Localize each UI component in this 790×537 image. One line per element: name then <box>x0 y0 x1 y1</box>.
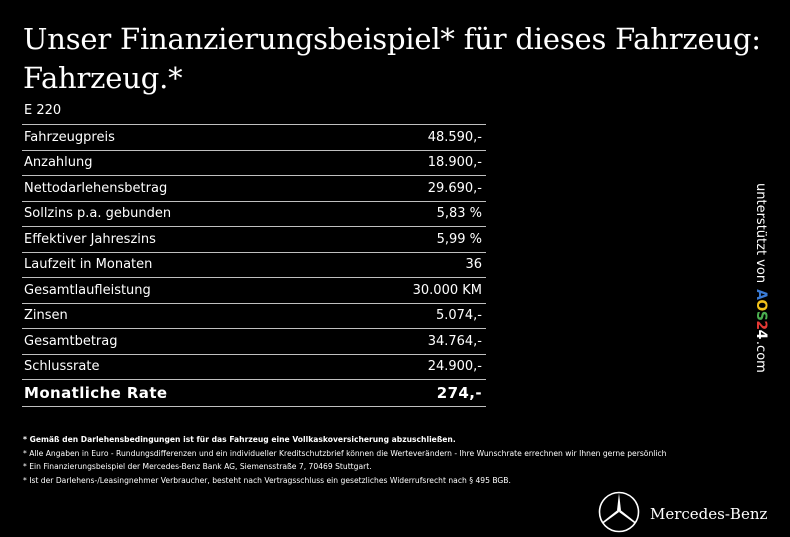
row-label: Fahrzeugpreis <box>24 129 115 145</box>
monthly-rate-value: 274,- <box>436 384 482 402</box>
row-label: Laufzeit in Monaten <box>24 257 153 273</box>
footnote: * Ist der Darlehens-/Leasingnehmer Verbr… <box>23 475 511 485</box>
table-row: Zinsen 5.074,- <box>22 304 486 329</box>
row-value: 48.590,- <box>427 129 482 145</box>
row-value: 5,99 % <box>436 231 482 247</box>
model-name: E 220 <box>24 103 62 118</box>
monthly-rate-row: Monatliche Rate 274,- <box>22 380 486 407</box>
table-row: Gesamtlaufleistung 30.000 KM <box>22 278 486 304</box>
row-label: Anzahlung <box>24 155 93 171</box>
table-row: Effektiver Jahreszins 5,99 % <box>22 227 486 253</box>
mercedes-star-icon <box>598 491 640 537</box>
brand-name: Mercedes-Benz <box>650 505 768 523</box>
row-label: Zinsen <box>24 308 68 324</box>
row-value: 5,83 % <box>436 206 482 222</box>
row-label: Gesamtlaufleistung <box>24 282 151 298</box>
table-row: Sollzins p.a. gebunden 5,83 % <box>22 202 486 227</box>
table-row: Laufzeit in Monaten 36 <box>22 253 486 278</box>
sponsor-prefix: unterstützt von <box>753 183 769 284</box>
sponsor-badge: unterstützt von AOS24 .com <box>750 183 772 398</box>
monthly-rate-label: Monatliche Rate <box>24 384 168 402</box>
row-label: Nettodarlehensbetrag <box>24 180 168 196</box>
footnote: * Gemäß den Darlehensbedingungen ist für… <box>23 435 456 444</box>
row-value: 18.900,- <box>427 155 482 171</box>
page-title: Unser Finanzierungsbeispiel* für dieses … <box>23 22 761 95</box>
table-row: Gesamtbetrag 34.764,- <box>22 329 486 355</box>
row-value: 5.074,- <box>435 308 482 324</box>
row-value: 30.000 KM <box>412 282 482 298</box>
table-row: Schlussrate 24.900,- <box>22 355 486 380</box>
row-label: Gesamtbetrag <box>24 333 118 349</box>
financing-table: Fahrzeugpreis 48.590,- Anzahlung 18.900,- … <box>22 124 486 407</box>
table-row: Nettodarlehensbetrag 29.690,- <box>22 176 486 202</box>
aos24-logo: AOS24 <box>753 289 769 339</box>
row-value: 24.900,- <box>427 359 482 375</box>
row-value: 29.690,- <box>427 180 482 196</box>
footnote: * Alle Angaben in Euro - Rundungsdiffere… <box>23 448 667 458</box>
row-label: Effektiver Jahreszins <box>24 231 156 247</box>
footnotes: * Gemäß den Darlehensbedingungen ist für… <box>23 433 783 487</box>
row-label: Sollzins p.a. gebunden <box>24 206 172 222</box>
footnote: * Ein Finanzierungsbeispiel der Mercedes… <box>23 462 372 472</box>
mercedes-benz-brand: Mercedes-Benz <box>598 491 767 537</box>
row-value: 36 <box>465 257 482 273</box>
table-row: Anzahlung 18.900,- <box>22 151 486 176</box>
sponsor-suffix: .com <box>753 340 769 373</box>
table-row: Fahrzeugpreis 48.590,- <box>22 125 486 151</box>
row-label: Schlussrate <box>24 359 100 375</box>
row-value: 34.764,- <box>427 333 482 349</box>
